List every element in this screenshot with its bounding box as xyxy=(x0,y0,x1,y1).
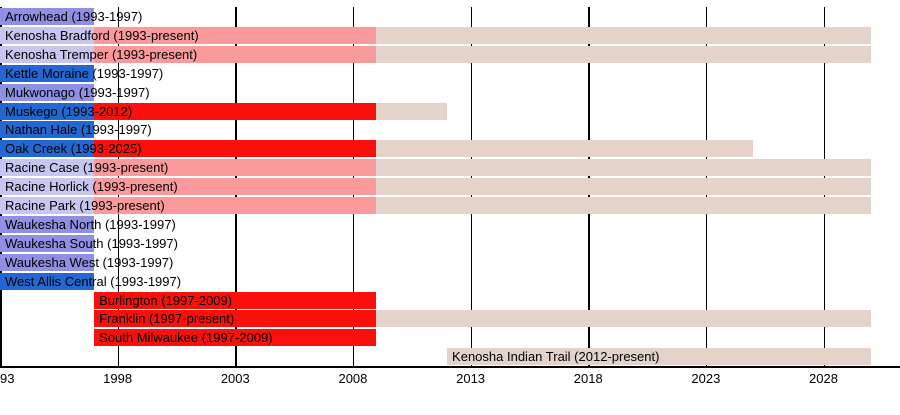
membership-bar-segment xyxy=(0,253,95,271)
membership-bar-segment xyxy=(0,45,95,63)
membership-bar-segment xyxy=(447,348,871,366)
x-axis-tick-label: 2028 xyxy=(809,371,838,386)
row-label: Mukwonago (1993-1997) xyxy=(5,84,150,100)
membership-bar-segment xyxy=(376,159,871,177)
membership-bar-segment xyxy=(0,178,95,196)
membership-bar-segment xyxy=(0,140,95,158)
membership-bar-segment xyxy=(94,140,377,158)
membership-bar-segment xyxy=(0,83,95,101)
x-axis-tick-label: 1998 xyxy=(103,371,133,386)
x-axis-line xyxy=(0,366,900,368)
membership-bar-segment xyxy=(0,8,95,25)
row-label: Kettle Moraine (1993-1997) xyxy=(5,65,164,81)
row-label: Oak Creek (1993-2025) xyxy=(5,141,142,157)
x-axis-tick-label: 2003 xyxy=(220,371,250,386)
x-axis-tick-label: 1993 xyxy=(0,371,15,386)
x-axis-tick-label: 2023 xyxy=(691,371,721,386)
membership-bar-segment xyxy=(0,272,95,290)
membership-bar-segment xyxy=(0,26,95,44)
row-label: Kenosha Tremper (1993-present) xyxy=(5,46,198,62)
membership-bar-segment xyxy=(94,178,377,196)
membership-bar-segment xyxy=(94,159,377,177)
row-label: Arrowhead (1993-1997) xyxy=(5,9,143,24)
x-axis-tick-label: 2008 xyxy=(338,371,368,386)
x-axis-tick-label: 2018 xyxy=(573,371,603,386)
membership-bar-segment xyxy=(0,64,95,82)
membership-bar-segment xyxy=(0,121,95,139)
row-label: Kenosha Bradford (1993-present) xyxy=(5,27,199,43)
row-label: Racine Case (1993-present) xyxy=(5,160,169,176)
row-label: Waukesha West (1993-1997) xyxy=(5,254,174,270)
row-label: South Milwaukee (1997-2009) xyxy=(99,330,273,346)
membership-bar-segment xyxy=(0,102,95,120)
row-label: Waukesha South (1993-1997) xyxy=(5,235,178,251)
row-label: Waukesha North (1993-1997) xyxy=(5,216,176,232)
row-label: Muskego (1993-2012) xyxy=(5,103,133,119)
row-label: Nathan Hale (1993-1997) xyxy=(5,122,152,138)
membership-bar-segment xyxy=(0,159,95,177)
membership-bar-segment xyxy=(376,45,871,63)
membership-bar-segment xyxy=(0,234,95,252)
row-label: Kenosha Indian Trail (2012-present) xyxy=(452,349,660,365)
membership-bar-segment xyxy=(94,310,377,328)
row-label: Racine Park (1993-present) xyxy=(5,198,165,213)
row-label: Burlington (1997-2009) xyxy=(99,292,233,308)
membership-bar-segment xyxy=(94,26,377,44)
membership-bar-segment xyxy=(94,329,377,347)
membership-bar-segment xyxy=(376,310,871,328)
membership-bar-segment xyxy=(376,26,871,44)
row-label: Racine Horlick (1993-present) xyxy=(5,179,178,195)
membership-bar-segment xyxy=(0,197,95,214)
row-label: West Allis Central (1993-1997) xyxy=(5,273,182,289)
membership-bar-segment xyxy=(376,197,871,214)
row-label: Franklin (1997-present) xyxy=(99,311,235,327)
membership-bar-segment xyxy=(94,45,377,63)
membership-bar-segment xyxy=(376,178,871,196)
membership-bar-segment xyxy=(94,197,377,214)
x-axis-tick-label: 2013 xyxy=(456,371,486,386)
membership-bar-segment xyxy=(376,102,448,120)
membership-bar-segment xyxy=(94,102,377,120)
membership-bar-segment xyxy=(376,140,753,158)
membership-bar-segment xyxy=(94,291,377,309)
membership-bar-segment xyxy=(0,215,95,233)
